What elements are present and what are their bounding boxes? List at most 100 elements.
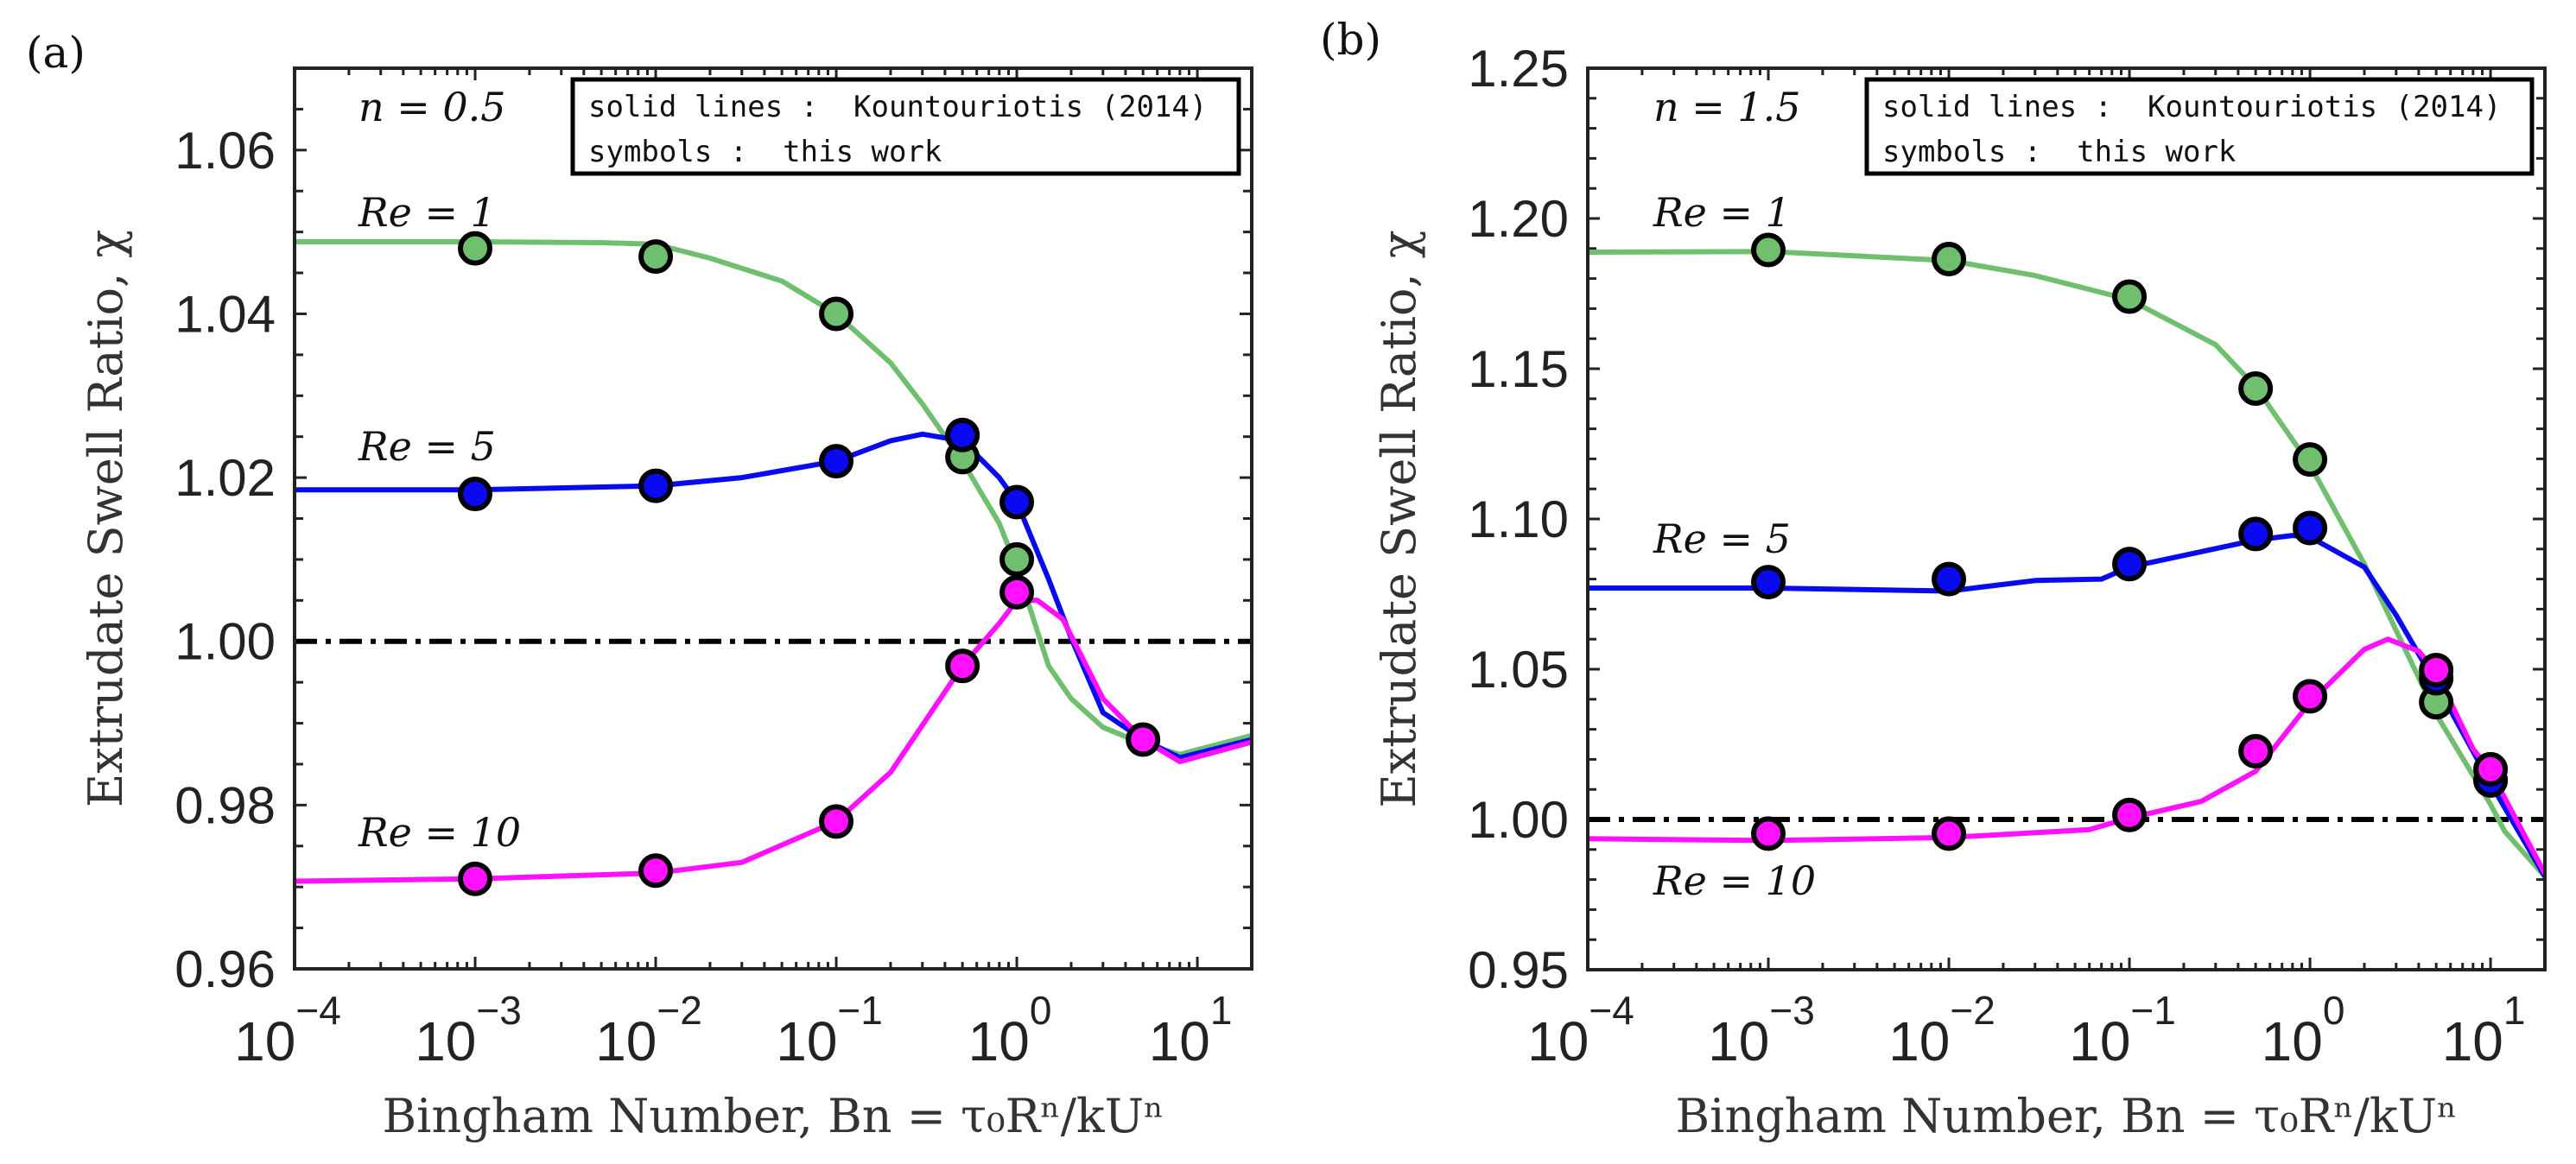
data-point-re-10 — [999, 574, 1035, 610]
series-label-re-1: Re = 1 — [358, 189, 496, 236]
plot-area — [295, 231, 1252, 896]
x-axis-title: Bingham Number, Bn = τ₀Rⁿ/kUⁿ — [1676, 1089, 2458, 1143]
y-tick-label: 1.15 — [1468, 340, 1569, 398]
data-point-re-10 — [638, 853, 674, 889]
y-axis-title: Extrudate Swell Ratio, χ — [79, 230, 133, 807]
series-label-re-1: Re = 1 — [1653, 189, 1791, 236]
series-label-re-5: Re = 5 — [358, 423, 496, 470]
series-line-re-1 — [1588, 249, 2545, 879]
data-point-re-10 — [945, 648, 980, 684]
x-tick-base: 10 — [1149, 1010, 1210, 1072]
x-tick-base: 10 — [1527, 1010, 1589, 1072]
y-tick-label: 1.05 — [1468, 641, 1569, 699]
legend-entry: symbols : this work — [588, 135, 942, 169]
x-tick-exponent: −3 — [476, 988, 521, 1033]
x-tick-base: 10 — [2069, 1010, 2130, 1072]
x-tick-label: 100 — [968, 988, 1052, 1072]
y-tick-label: 1.04 — [174, 285, 276, 343]
data-point-re-5 — [2293, 510, 2328, 546]
x-tick-exponent: −1 — [2130, 988, 2175, 1033]
y-tick-label: 1.06 — [174, 122, 276, 180]
series-label-re-5: Re = 5 — [1653, 516, 1791, 562]
data-point-re-10 — [2112, 797, 2148, 832]
data-point-re-10 — [2419, 653, 2454, 688]
data-point-re-5 — [1932, 561, 1967, 597]
x-axis-title: Bingham Number, Bn = τ₀Rⁿ/kUⁿ — [383, 1089, 1164, 1143]
x-tick-exponent: 0 — [2323, 988, 2345, 1033]
data-point-re-5 — [638, 468, 674, 503]
data-point-re-10 — [2293, 679, 2328, 714]
legend-box — [1864, 77, 2535, 176]
x-tick-base: 10 — [1888, 1010, 1950, 1072]
x-tick-base: 10 — [2442, 1010, 2503, 1072]
data-point-re-10 — [458, 861, 493, 896]
x-tick-base: 10 — [234, 1010, 295, 1072]
x-tick-base: 10 — [2262, 1010, 2323, 1072]
legend: solid lines : Kountouriotis (2014) symbol… — [570, 77, 1241, 176]
data-point-re-1 — [638, 239, 674, 275]
legend-entry: solid lines : Kountouriotis (2014) — [1882, 90, 2501, 124]
x-tick-exponent: −3 — [1769, 988, 1814, 1033]
series-label-re-10: Re = 10 — [1653, 857, 1816, 904]
panel-label: (b) — [1320, 15, 1381, 65]
x-tick-label: 10−2 — [595, 988, 702, 1072]
x-tick-label: 101 — [2442, 988, 2526, 1072]
data-point-re-5 — [458, 477, 493, 512]
data-point-re-1 — [2293, 442, 2328, 478]
power-law-index-label: n = 0.5 — [358, 84, 506, 130]
data-point-re-10 — [1932, 816, 1967, 851]
data-point-re-10 — [819, 804, 854, 839]
y-tick-label: 0.96 — [174, 940, 276, 998]
y-tick-label: 0.98 — [174, 776, 276, 834]
series-line-re-10 — [295, 598, 1252, 884]
data-point-re-5 — [945, 417, 980, 452]
x-tick-label: 10−4 — [234, 988, 341, 1072]
data-point-re-1 — [458, 231, 493, 266]
plot-frame — [293, 66, 1253, 971]
x-tick-label: 100 — [2262, 988, 2345, 1072]
x-tick-label: 10−2 — [1888, 988, 1995, 1072]
x-tick-label: 10−1 — [776, 988, 883, 1072]
plot-frame — [1586, 66, 2547, 971]
x-tick-base: 10 — [776, 1010, 837, 1072]
data-point-re-5 — [2238, 516, 2274, 552]
series-line-re-5 — [1588, 533, 2545, 878]
y-tick-label: 1.25 — [1468, 40, 1569, 98]
y-axis-title: Extrudate Swell Ratio, χ — [1372, 230, 1426, 807]
data-point-re-1 — [819, 296, 854, 332]
x-tick-label: 10−1 — [2069, 988, 2176, 1072]
data-point-re-10 — [1126, 722, 1161, 757]
power-law-index-label: n = 1.5 — [1653, 84, 1801, 130]
data-point-re-1 — [999, 541, 1035, 577]
x-tick-label: 101 — [1149, 988, 1233, 1072]
y-tick-label: 1.10 — [1468, 490, 1569, 548]
y-tick-label: 0.95 — [1468, 941, 1569, 999]
x-tick-exponent: 0 — [1030, 988, 1052, 1033]
x-tick-exponent: −2 — [1950, 988, 1995, 1033]
x-tick-exponent: −4 — [295, 988, 340, 1033]
legend-box — [570, 77, 1241, 176]
data-point-re-10 — [2473, 751, 2509, 787]
data-point-re-1 — [1751, 232, 1786, 268]
x-tick-exponent: −1 — [837, 988, 882, 1033]
x-tick-base: 10 — [415, 1010, 476, 1072]
x-tick-label: 10−3 — [415, 988, 522, 1072]
x-tick-label: 10−3 — [1708, 988, 1815, 1072]
data-point-re-10 — [2238, 734, 2274, 769]
data-point-re-5 — [819, 444, 854, 479]
series-line-re-10 — [1588, 636, 2545, 876]
data-point-re-5 — [1751, 565, 1786, 600]
y-tick-label: 1.02 — [174, 449, 276, 507]
y-tick-label: 1.00 — [1468, 791, 1569, 849]
data-point-re-1 — [2112, 279, 2148, 314]
x-tick-exponent: 1 — [2503, 988, 2526, 1033]
data-point-re-5 — [999, 484, 1035, 520]
y-tick-label: 1.00 — [174, 613, 276, 671]
x-tick-base: 10 — [1708, 1010, 1769, 1072]
legend-entry: solid lines : Kountouriotis (2014) — [588, 90, 1207, 124]
x-tick-label: 10−4 — [1527, 988, 1634, 1072]
data-point-re-1 — [1932, 241, 1967, 276]
